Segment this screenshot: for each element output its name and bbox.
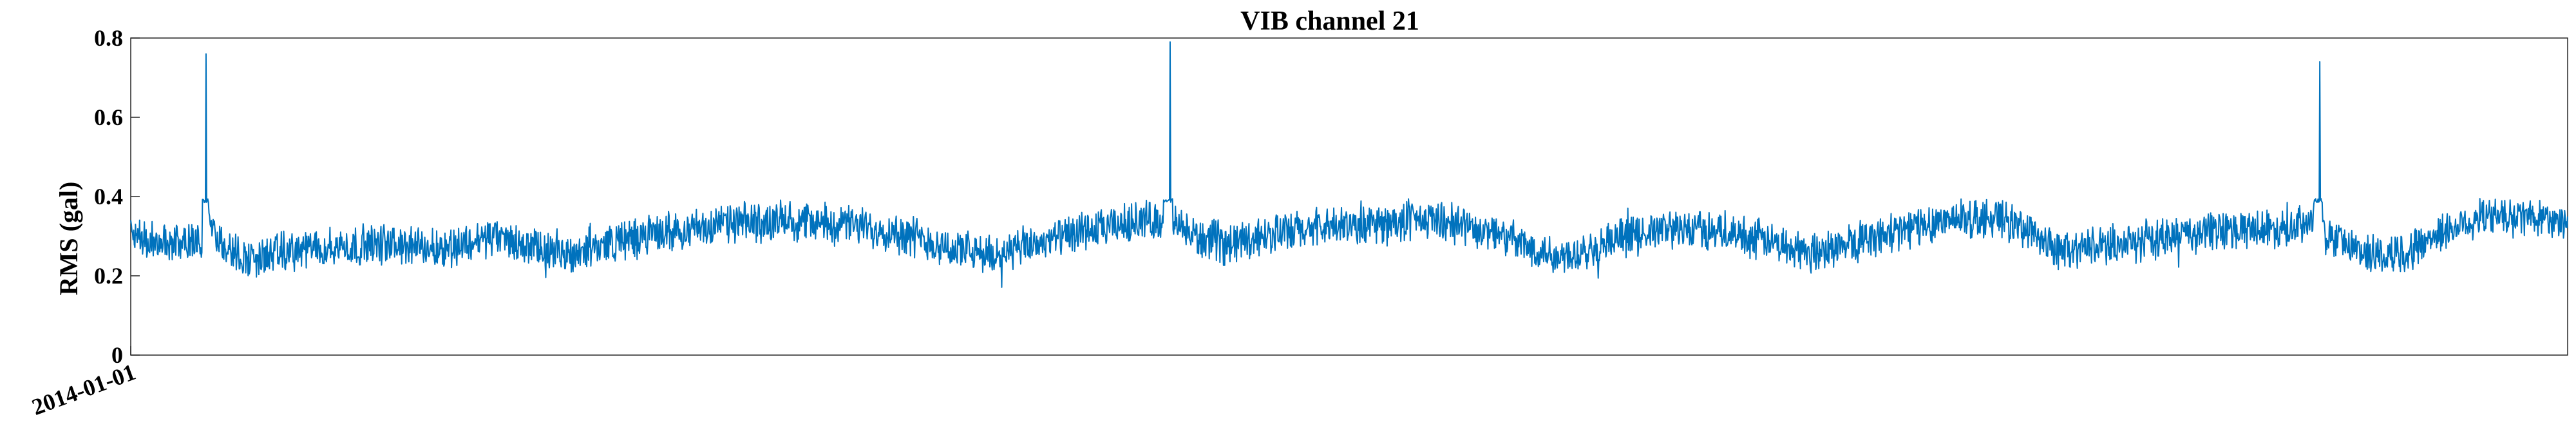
plot-area (130, 37, 2568, 356)
series (130, 41, 2568, 288)
y-tick-label: 0.4 (94, 184, 123, 209)
y-axis-label: RMS (gal) (54, 182, 83, 296)
y-ticks: 0 0.2 0.4 0.6 0.8 (94, 25, 140, 368)
axes-frame (130, 37, 2568, 356)
y-tick-label: 0.8 (94, 25, 123, 51)
x-tick-label: 2014-01-01 (28, 359, 139, 420)
y-tick-label: 0.2 (94, 263, 123, 289)
chart-title: VIB channel 21 (1240, 6, 1419, 36)
y-tick-label: 0 (111, 342, 123, 368)
y-tick-label: 0.6 (94, 104, 123, 130)
series-line (130, 41, 2568, 288)
